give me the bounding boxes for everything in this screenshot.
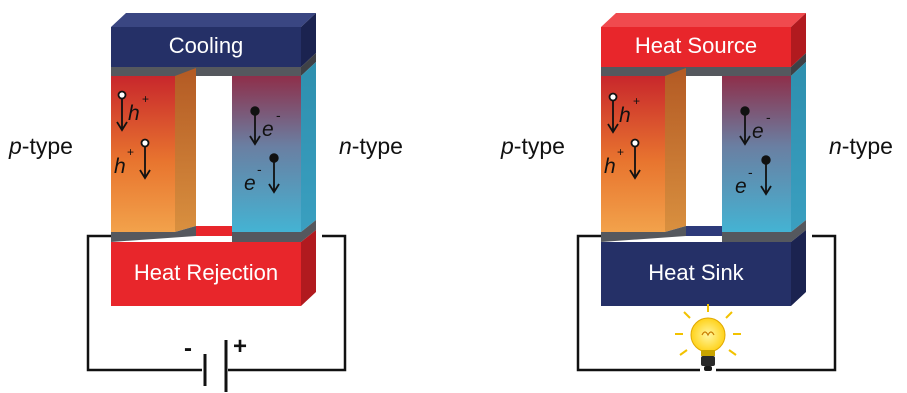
electron-symbol-right: e xyxy=(752,120,764,144)
hole-symbol: h xyxy=(114,155,126,179)
hole-symbol: h xyxy=(128,102,140,126)
battery-minus-sign: - xyxy=(184,335,192,362)
n-type-suffix-right: -type xyxy=(841,133,893,159)
bottom-contact-right xyxy=(601,220,806,242)
electron-e: e xyxy=(244,172,256,195)
electron-e: e xyxy=(752,120,764,143)
electron-charge: - xyxy=(257,161,262,177)
electron-e: e xyxy=(735,175,747,198)
n-type-label-right: n-type xyxy=(829,133,893,160)
hole-charge: + xyxy=(127,145,135,159)
electron-charge: - xyxy=(276,107,281,123)
hole-charge: + xyxy=(142,92,150,106)
p-type-label: p-type xyxy=(9,133,73,160)
hole-charge-right: + xyxy=(617,145,625,159)
hole-carriers-left xyxy=(116,90,151,180)
electron-carriers-right xyxy=(739,106,772,196)
bottom-contact xyxy=(111,220,316,242)
electron-carriers-left xyxy=(249,106,280,194)
battery-icon xyxy=(203,340,228,392)
n-type-italic: n xyxy=(339,133,352,159)
p-type-suffix-right: -type xyxy=(513,133,565,159)
electron-symbol: e xyxy=(244,172,256,196)
n-type-leg xyxy=(232,62,316,232)
hole-symbol-right: h xyxy=(619,104,631,128)
top-contact xyxy=(111,53,316,76)
right-module xyxy=(576,13,837,372)
p-type-suffix: -type xyxy=(21,133,73,159)
heat-source-block xyxy=(601,13,806,67)
n-type-suffix: -type xyxy=(351,133,403,159)
hole-h: h xyxy=(128,102,140,125)
heat-source-label: Heat Source xyxy=(634,33,758,58)
cooling-label: Cooling xyxy=(168,33,244,58)
n-type-italic-right: n xyxy=(829,133,842,159)
p-type-italic: p xyxy=(9,133,22,159)
electron-e: e xyxy=(262,118,274,141)
p-type-italic-right: p xyxy=(501,133,514,159)
heat-sink-block xyxy=(601,230,806,306)
heat-rejection-block xyxy=(111,230,316,306)
hole-symbol-right: h xyxy=(604,155,616,179)
heat-rejection-label: Heat Rejection xyxy=(133,260,279,285)
heat-sink-label: Heat Sink xyxy=(648,260,744,285)
top-contact-right xyxy=(601,53,806,76)
hole-h: h xyxy=(619,104,631,127)
hole-carriers-right xyxy=(607,92,641,180)
light-bulb-icon xyxy=(675,304,741,371)
hole-h: h xyxy=(114,155,126,178)
hole-h: h xyxy=(604,155,616,178)
p-type-leg-right xyxy=(601,68,686,232)
electron-symbol-right: e xyxy=(735,175,747,199)
hole-charge-right: + xyxy=(633,94,641,108)
right-circuit-wire xyxy=(576,234,837,372)
left-circuit-wire xyxy=(86,234,347,372)
n-type-label: n-type xyxy=(339,133,403,160)
cooling-block xyxy=(111,13,316,67)
left-module xyxy=(86,13,347,392)
n-type-leg-right xyxy=(722,62,806,232)
electron-charge-right: - xyxy=(766,109,771,125)
p-type-label-right: p-type xyxy=(501,133,565,160)
battery-plus-sign: + xyxy=(233,333,248,360)
electron-charge-right: - xyxy=(748,164,753,180)
electron-symbol: e xyxy=(262,118,274,142)
